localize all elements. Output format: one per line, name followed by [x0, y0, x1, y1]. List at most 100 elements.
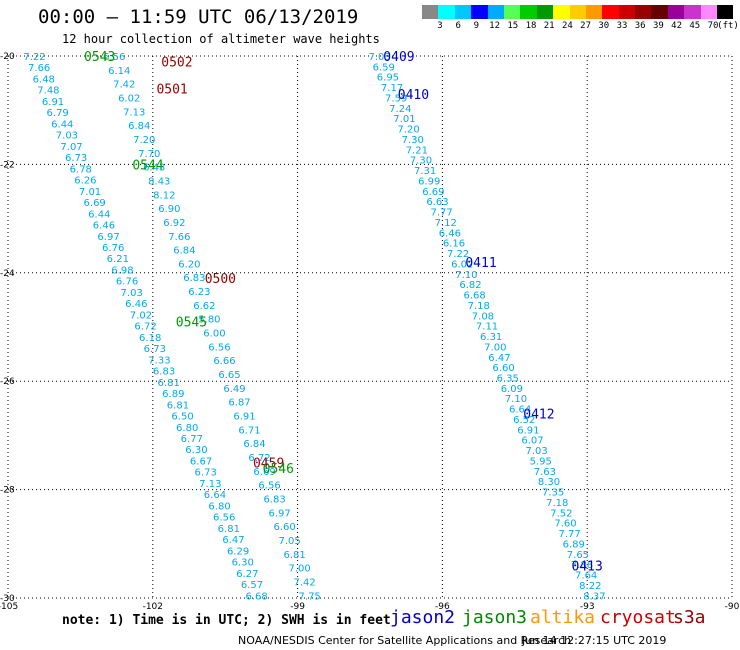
wave-height-value: 6.73	[144, 344, 166, 355]
legend-tick-label: 42	[671, 21, 683, 31]
wave-height-value: 7.02	[130, 310, 152, 321]
wave-height-value: 6.27	[236, 569, 258, 580]
wave-height-value: 7.42	[294, 577, 316, 588]
wave-height-value: 7.33	[148, 355, 170, 366]
wave-height-value: 6.73	[195, 468, 217, 479]
wave-height-value: 7.63	[534, 467, 556, 478]
wave-height-value: 5.95	[530, 456, 552, 467]
legend-swatch	[520, 5, 537, 19]
color-scale-legend: 3 6 9 12 15 18 21 24 27 30 33 36 39 42 45 70 (ft)	[422, 5, 739, 33]
pass-time-label: 0502	[161, 55, 192, 70]
wave-height-value: 6.81	[167, 400, 189, 411]
wave-height-value: 6.71	[238, 425, 260, 436]
wave-height-value: 7.00	[289, 564, 311, 575]
wave-height-value: 7.52	[550, 508, 572, 519]
wave-height-value: 6.64	[204, 490, 226, 501]
wave-height-value: 7.17	[381, 83, 403, 94]
wave-height-value: 6.83	[263, 494, 285, 505]
wave-height-value: 6.49	[223, 384, 245, 395]
wave-height-value: 7.66	[28, 63, 50, 74]
wave-height-value: 6.59	[373, 62, 395, 73]
wave-height-value: 6.69	[422, 187, 444, 198]
wave-height-value: 6.68	[245, 591, 267, 602]
legend-tick-label: 45	[689, 21, 701, 31]
wave-height-value: 7.77	[430, 208, 452, 219]
wave-height-value: 6.30	[185, 445, 207, 456]
wave-height-value: 6.87	[228, 398, 250, 409]
wave-height-value: 7.05	[278, 536, 300, 547]
wave-height-value: 6.14	[108, 66, 130, 77]
legend-swatch	[487, 5, 504, 19]
wave-height-value: 6.64	[509, 405, 531, 416]
y-tick-label: -26	[0, 377, 15, 387]
wave-height-value: 6.81	[158, 378, 180, 389]
wave-height-value: 6.98	[111, 265, 133, 276]
wave-height-value: 7.77	[559, 529, 581, 540]
legend-swatch	[422, 5, 439, 19]
wave-height-value: 7.64	[575, 571, 597, 582]
satellite-cryosat-label: cryosat	[600, 607, 676, 628]
x-tick-label: -99	[290, 602, 305, 612]
wave-height-value: 6.47	[222, 535, 244, 546]
legend-tick-label: 9	[473, 21, 480, 31]
wave-height-value: 7.01	[393, 114, 415, 125]
wave-height-value: 6.23	[188, 287, 210, 298]
wave-height-value: 6.00	[203, 329, 225, 340]
wave-height-value: 7.48	[37, 86, 59, 97]
wave-height-value: 6.50	[171, 412, 193, 423]
wave-height-value: 6.89	[162, 389, 184, 400]
legend-tick-label: 33	[616, 21, 628, 31]
y-tick-label: -20	[0, 52, 15, 62]
wave-height-value: 7.13	[199, 479, 221, 490]
legend-ticks: 3 6 9 12 15 18 21 24 27 30 33 36 39 42 45 70 (ft)	[422, 19, 739, 33]
pass-time-label: 0543	[84, 50, 115, 65]
x-tick-label: -90	[725, 602, 740, 612]
x-tick-label: -105	[0, 602, 18, 612]
wave-height-value: 7.12	[435, 218, 457, 229]
wave-height-value: 7.03	[56, 131, 78, 142]
legend-swatch	[553, 5, 570, 19]
wave-height-value: 8.22	[579, 581, 601, 592]
wave-height-value: 6.95	[377, 73, 399, 84]
wave-height-value: 6.80	[176, 423, 198, 434]
wave-height-value: 6.76	[102, 243, 124, 254]
wave-height-value: 6.83	[153, 367, 175, 378]
legend-swatch	[618, 5, 636, 19]
wave-height-value: 6.84	[173, 246, 195, 257]
generated-timestamp: Jun 14 12:27:15 UTC 2019	[522, 634, 667, 647]
legend-swatch	[667, 5, 685, 19]
wave-height-value: 7.59	[385, 93, 407, 104]
legend-tick-label: 24	[561, 21, 573, 31]
chart-title: 00:00 — 11:59 UTC 06/13/2019	[38, 6, 359, 28]
legend-tick-label: 15	[507, 21, 519, 31]
wave-height-value: 7.03	[369, 52, 391, 63]
wave-height-value: 8.37	[583, 591, 605, 602]
wave-height-value: 6.29	[227, 546, 249, 557]
pass-time-label: 0411	[465, 256, 496, 271]
wave-height-value: 7.22	[23, 52, 45, 63]
wave-height-value: 6.60	[492, 363, 514, 374]
wave-height-value: 6.91	[42, 97, 64, 108]
wave-height-value: 6.81	[283, 550, 305, 561]
wave-height-value: 6.35	[497, 373, 519, 384]
y-tick-label: -24	[0, 269, 15, 279]
wave-height-value: 6.66	[213, 356, 235, 367]
legend-swatch	[585, 5, 603, 19]
wave-height-value: 6.68	[464, 291, 486, 302]
wave-height-value: 6.18	[139, 333, 161, 344]
legend-tick-label: 18	[525, 21, 537, 31]
wave-height-value: 6.07	[521, 436, 543, 447]
wave-height-value: 6.56	[258, 481, 280, 492]
wave-height-value: 6.84	[243, 439, 265, 450]
wave-height-value: 6.30	[232, 558, 254, 569]
wave-height-value: 6.72	[248, 453, 270, 464]
wave-height-value: 7.07	[60, 142, 82, 153]
wave-height-value: 6.52	[513, 415, 535, 426]
wave-height-value: 7.30	[402, 135, 424, 146]
wave-height-value: 6.92	[163, 218, 185, 229]
legend-swatch	[471, 5, 488, 19]
legend-swatch	[700, 5, 718, 19]
wave-height-value: 6.02	[118, 93, 140, 104]
wave-height-value: 6.91	[517, 425, 539, 436]
